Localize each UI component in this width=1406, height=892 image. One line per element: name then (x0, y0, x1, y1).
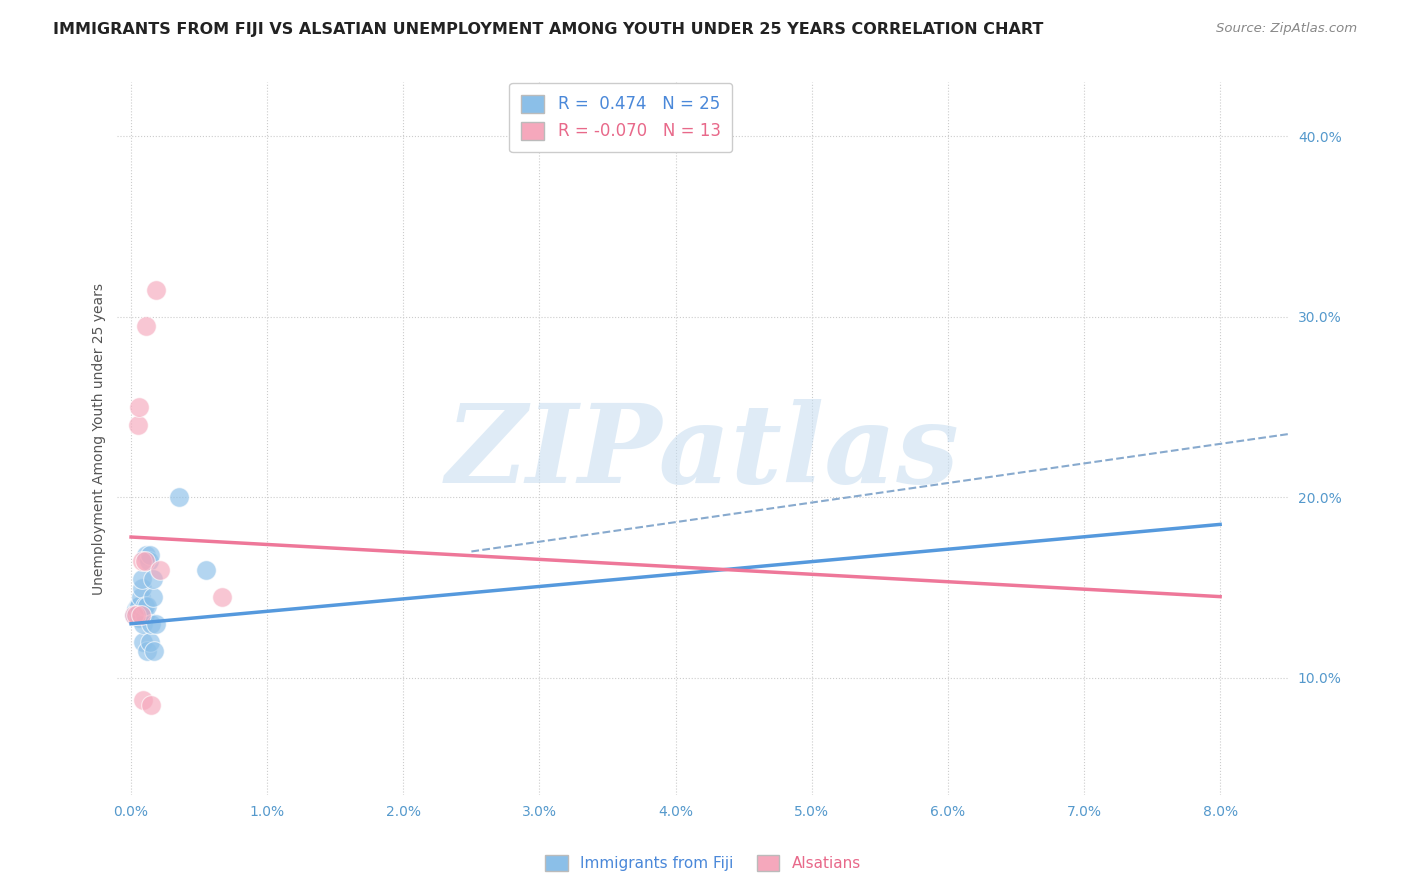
Point (138, 553, 160, 567)
Point (128, 400, 150, 414)
Point (145, 616, 167, 631)
Point (122, 607, 145, 622)
Point (129, 590, 152, 604)
Point (149, 562, 172, 576)
Point (167, 491, 190, 505)
Point (128, 611, 150, 625)
Point (125, 607, 148, 622)
Point (139, 548, 162, 562)
Point (135, 318, 157, 333)
Point (134, 607, 156, 622)
Point (136, 644, 159, 658)
Point (132, 616, 155, 631)
Point (142, 590, 165, 604)
Point (122, 607, 145, 622)
Point (145, 283, 167, 297)
Point (127, 599, 149, 613)
Legend: Immigrants from Fiji, Alsatians: Immigrants from Fiji, Alsatians (538, 849, 868, 877)
Text: ZIPatlas: ZIPatlas (446, 399, 960, 507)
Point (134, 553, 156, 567)
Point (141, 698, 163, 712)
Point (142, 572, 165, 586)
Point (127, 418, 149, 433)
Text: Source: ZipAtlas.com: Source: ZipAtlas.com (1216, 22, 1357, 36)
Y-axis label: Unemployment Among Youth under 25 years: Unemployment Among Youth under 25 years (93, 283, 107, 595)
Point (139, 634, 162, 648)
Text: IMMIGRANTS FROM FIJI VS ALSATIAN UNEMPLOYMENT AMONG YOUTH UNDER 25 YEARS CORRELA: IMMIGRANTS FROM FIJI VS ALSATIAN UNEMPLO… (53, 22, 1043, 37)
Point (132, 634, 155, 648)
Point (141, 616, 163, 631)
Legend: R =  0.474   N = 25, R = -0.070   N = 13: R = 0.474 N = 25, R = -0.070 N = 13 (509, 83, 733, 153)
Point (194, 562, 217, 576)
Point (211, 590, 233, 604)
Point (128, 599, 150, 613)
Point (131, 572, 153, 586)
Point (143, 644, 166, 658)
Point (131, 581, 153, 595)
Point (134, 599, 156, 613)
Point (135, 548, 157, 562)
Point (132, 692, 155, 706)
Point (131, 553, 153, 567)
Point (136, 599, 159, 613)
Point (125, 602, 148, 616)
Point (129, 607, 152, 622)
